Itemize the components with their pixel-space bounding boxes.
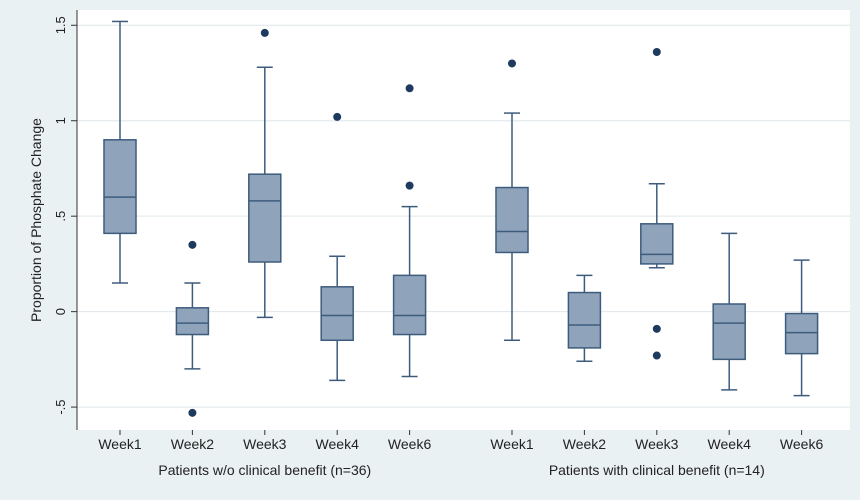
outlier-point bbox=[260, 28, 269, 37]
y-tick-label: 0 bbox=[53, 308, 68, 315]
box-week4-group2 bbox=[712, 232, 746, 391]
x-tick-label: Week2 bbox=[563, 436, 607, 452]
iqr-box bbox=[567, 291, 602, 349]
outlier-point bbox=[405, 84, 414, 93]
box-week6-group1 bbox=[392, 84, 427, 378]
y-tick-label: 1 bbox=[53, 117, 68, 124]
axes: -.5 0 .5 1 1.5 Week1 Week2 Week3 Week4 Week6 Patie… bbox=[53, 10, 823, 478]
outlier-point bbox=[652, 351, 661, 360]
y-axis-label: Proportion of Phosphate Change bbox=[28, 118, 44, 322]
outlier-point bbox=[405, 181, 414, 190]
box-week4-group1 bbox=[320, 112, 354, 382]
x-tick-label: Week1 bbox=[490, 436, 534, 452]
box-week2-group2 bbox=[567, 274, 602, 363]
box-week3-group2 bbox=[640, 48, 674, 360]
y-tick-label: .5 bbox=[53, 211, 68, 222]
iqr-box bbox=[784, 312, 819, 355]
iqr-box bbox=[248, 173, 282, 263]
x-tick-label: Week4 bbox=[708, 436, 752, 452]
box-series bbox=[103, 20, 819, 417]
outlier-point bbox=[652, 48, 661, 56]
outlier-point bbox=[188, 240, 197, 249]
y-tick-label: 1.5 bbox=[53, 16, 68, 34]
box-week3-group1 bbox=[248, 28, 282, 319]
group-label: Patients w/o clinical benefit (n=36) bbox=[158, 462, 371, 478]
iqr-box bbox=[712, 303, 746, 361]
iqr-box bbox=[640, 223, 674, 265]
outlier-point bbox=[508, 59, 516, 68]
outlier-point bbox=[188, 408, 197, 417]
y-tick-label: -.5 bbox=[53, 400, 68, 415]
box-week1-group1 bbox=[103, 20, 137, 284]
iqr-box bbox=[392, 274, 427, 336]
x-tick-label: Week4 bbox=[316, 436, 360, 452]
x-tick-label: Week3 bbox=[243, 436, 287, 452]
iqr-box bbox=[495, 186, 529, 254]
x-tick-label: Week1 bbox=[98, 436, 142, 452]
group-label: Patients with clinical benefit (n=14) bbox=[549, 462, 765, 478]
box-week2-group1 bbox=[175, 240, 210, 417]
x-tick-label: Week6 bbox=[388, 436, 432, 452]
outlier-point bbox=[652, 324, 661, 333]
x-tick-label: Week2 bbox=[171, 436, 215, 452]
box-week1-group2 bbox=[495, 59, 529, 342]
x-tick-label: Week3 bbox=[635, 436, 679, 452]
iqr-box bbox=[103, 139, 137, 235]
iqr-box bbox=[175, 307, 210, 336]
x-tick-label: Week6 bbox=[780, 436, 824, 452]
iqr-box bbox=[320, 286, 354, 342]
box-week6-group2 bbox=[784, 259, 819, 397]
outlier-point bbox=[333, 112, 342, 121]
